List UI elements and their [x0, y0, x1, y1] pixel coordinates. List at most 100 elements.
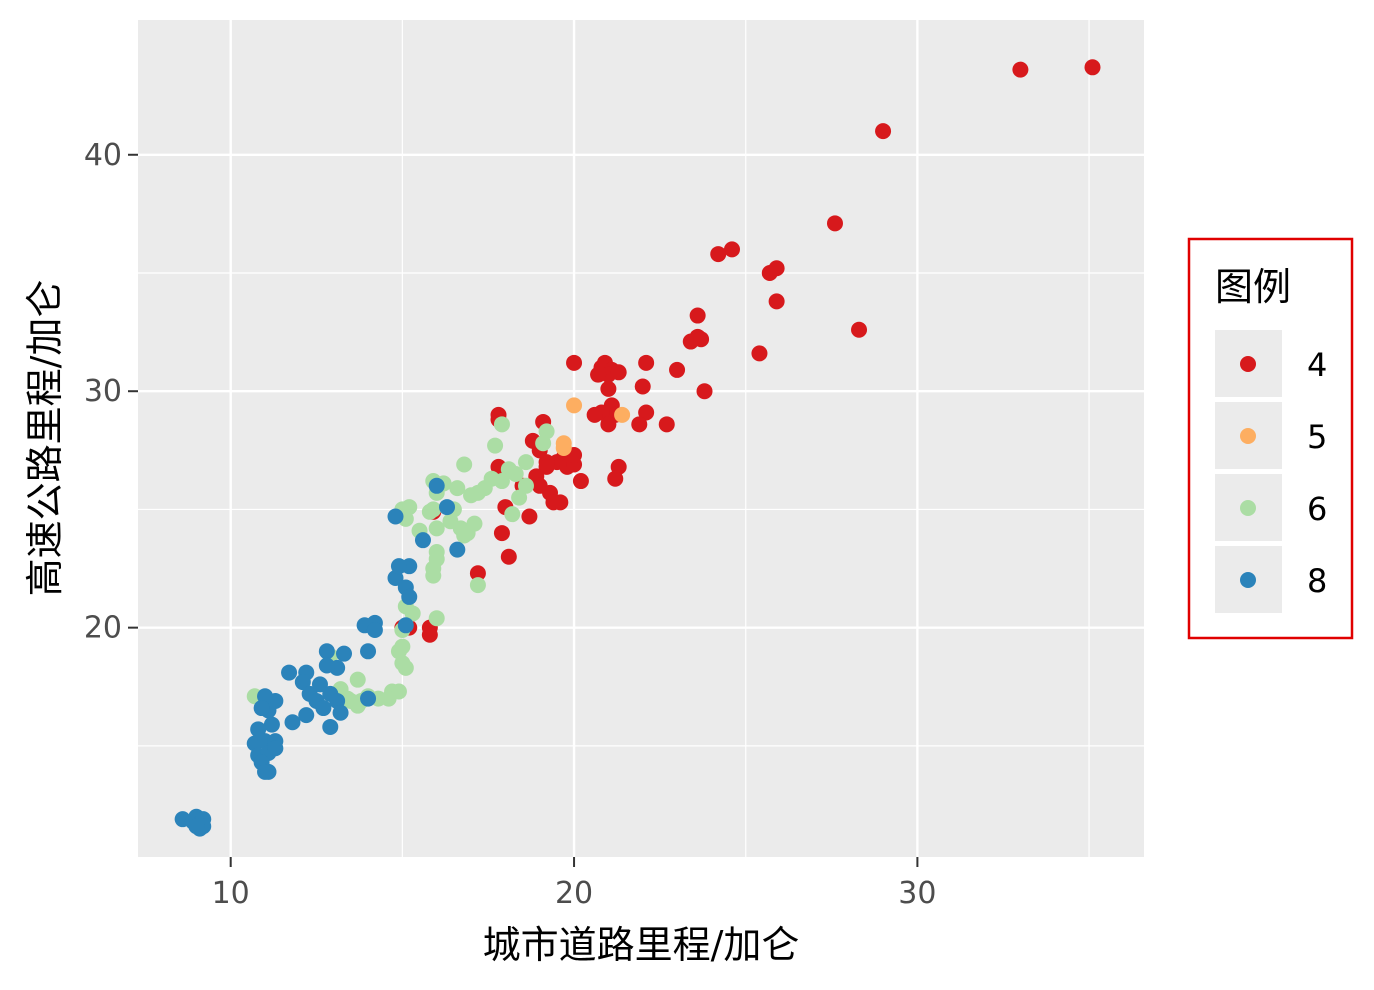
point-cyl-4 — [1012, 61, 1029, 78]
y-tick-label: 40 — [84, 138, 122, 173]
legend-label-6: 6 — [1307, 490, 1327, 528]
point-cyl-8 — [397, 617, 414, 634]
point-cyl-4 — [493, 525, 510, 542]
point-cyl-8 — [294, 674, 311, 691]
point-cyl-4 — [689, 307, 706, 324]
point-cyl-4 — [610, 364, 627, 381]
major-gridlines — [138, 20, 1144, 857]
x-axis: 10 20 30 — [212, 857, 936, 911]
plot-panel — [138, 20, 1144, 857]
x-tick-label: 30 — [898, 876, 936, 911]
point-cyl-4 — [768, 260, 785, 277]
point-cyl-6 — [380, 690, 397, 707]
point-cyl-5 — [555, 435, 572, 452]
point-cyl-4 — [521, 508, 538, 525]
point-cyl-6 — [428, 520, 445, 537]
point-cyl-4 — [751, 345, 768, 362]
point-cyl-8 — [414, 532, 431, 549]
point-cyl-8 — [366, 622, 383, 639]
legend-items: 4 5 6 8 — [1215, 330, 1327, 613]
point-cyl-4 — [538, 458, 555, 475]
point-cyl-6 — [421, 503, 438, 520]
point-cyl-4 — [600, 380, 617, 397]
point-cyl-6 — [504, 506, 521, 523]
minor-gridlines — [138, 20, 1144, 857]
point-cyl-8 — [336, 645, 353, 662]
point-cyl-8 — [360, 690, 377, 707]
point-cyl-4 — [693, 331, 710, 348]
point-cyl-6 — [463, 487, 480, 504]
point-cyl-6 — [397, 659, 414, 676]
point-cyl-6 — [535, 435, 552, 452]
data-points — [174, 59, 1101, 837]
point-cyl-4 — [500, 548, 517, 565]
point-cyl-8 — [267, 740, 284, 757]
point-cyl-4 — [631, 416, 648, 433]
point-cyl-4 — [607, 470, 624, 487]
point-cyl-4 — [851, 321, 868, 338]
point-cyl-6 — [500, 461, 517, 478]
point-cyl-4 — [566, 354, 583, 371]
legend-key-8 — [1240, 572, 1256, 588]
point-cyl-8 — [318, 657, 335, 674]
point-cyl-8 — [318, 643, 335, 660]
point-cyl-8 — [360, 643, 377, 660]
legend-label-4: 4 — [1307, 346, 1327, 384]
legend-title: 图例 — [1215, 265, 1291, 309]
point-cyl-6 — [425, 560, 442, 577]
point-cyl-6 — [493, 416, 510, 433]
point-cyl-8 — [263, 716, 280, 733]
point-cyl-8 — [298, 707, 315, 724]
y-tick-label: 20 — [84, 611, 122, 646]
point-cyl-8 — [253, 700, 270, 717]
point-cyl-5 — [614, 406, 631, 423]
point-cyl-4 — [638, 354, 655, 371]
point-cyl-6 — [487, 437, 504, 454]
point-cyl-8 — [449, 541, 466, 558]
point-cyl-4 — [572, 473, 589, 490]
legend-label-5: 5 — [1307, 418, 1327, 456]
point-cyl-6 — [428, 610, 445, 627]
point-cyl-4 — [723, 241, 740, 258]
point-cyl-8 — [401, 588, 418, 605]
legend-key-4 — [1240, 356, 1256, 372]
y-axis-title: 高速公路里程/加仑 — [23, 280, 67, 597]
point-cyl-4 — [669, 361, 686, 378]
point-cyl-6 — [466, 515, 483, 532]
y-axis: 20 30 40 — [84, 138, 138, 646]
point-cyl-4 — [710, 246, 727, 263]
point-cyl-6 — [449, 480, 466, 497]
point-cyl-6 — [469, 577, 486, 594]
point-cyl-4 — [696, 383, 713, 400]
point-cyl-4 — [638, 404, 655, 421]
point-cyl-6 — [349, 671, 366, 688]
point-cyl-4 — [469, 565, 486, 582]
point-cyl-8 — [428, 477, 445, 494]
point-cyl-8 — [281, 664, 298, 681]
point-cyl-8 — [390, 558, 407, 575]
x-axis-title: 城市道路里程/加仑 — [483, 923, 800, 967]
point-cyl-8 — [387, 508, 404, 525]
point-cyl-4 — [586, 406, 603, 423]
x-tick-label: 20 — [555, 876, 593, 911]
point-cyl-8 — [188, 818, 205, 835]
point-cyl-8 — [250, 721, 267, 738]
legend-key-5 — [1240, 428, 1256, 444]
point-cyl-6 — [456, 527, 473, 544]
legend: 图例 4 5 6 8 — [1187, 237, 1354, 640]
x-tick-label: 10 — [212, 876, 250, 911]
point-cyl-4 — [545, 494, 562, 511]
legend-key-6 — [1240, 500, 1256, 516]
point-cyl-6 — [511, 489, 528, 506]
point-cyl-4 — [875, 123, 892, 140]
point-cyl-4 — [826, 215, 843, 232]
point-cyl-8 — [311, 676, 328, 693]
point-cyl-8 — [315, 700, 332, 717]
point-cyl-8 — [260, 763, 277, 780]
point-cyl-6 — [456, 456, 473, 473]
point-cyl-5 — [566, 397, 583, 414]
point-cyl-4 — [634, 378, 651, 395]
point-cyl-8 — [439, 499, 456, 516]
legend-label-8: 8 — [1307, 562, 1327, 600]
